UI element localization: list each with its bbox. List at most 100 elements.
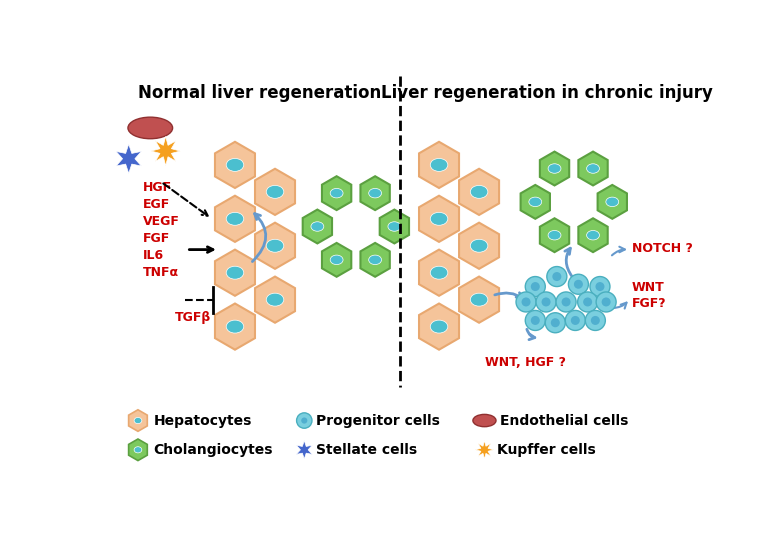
Ellipse shape bbox=[388, 222, 401, 231]
Ellipse shape bbox=[227, 266, 243, 279]
Ellipse shape bbox=[587, 231, 600, 240]
Polygon shape bbox=[360, 176, 390, 210]
Ellipse shape bbox=[529, 197, 541, 207]
Circle shape bbox=[574, 280, 583, 289]
Ellipse shape bbox=[227, 212, 243, 225]
Text: WNT, HGF ?: WNT, HGF ? bbox=[485, 356, 566, 369]
Polygon shape bbox=[379, 210, 409, 244]
Circle shape bbox=[525, 310, 545, 330]
Ellipse shape bbox=[430, 158, 448, 171]
Circle shape bbox=[596, 292, 616, 312]
Polygon shape bbox=[360, 243, 390, 277]
Polygon shape bbox=[540, 218, 569, 252]
Ellipse shape bbox=[430, 212, 448, 225]
Polygon shape bbox=[419, 249, 459, 296]
Ellipse shape bbox=[430, 266, 448, 279]
Polygon shape bbox=[459, 222, 499, 269]
Circle shape bbox=[551, 318, 560, 327]
Text: HGF
EGF
VEGF
FGF
IL6
TNFα: HGF EGF VEGF FGF IL6 TNFα bbox=[143, 181, 180, 279]
Text: Endothelial cells: Endothelial cells bbox=[500, 414, 628, 428]
Text: Liver regeneration in chronic injury: Liver regeneration in chronic injury bbox=[381, 84, 713, 102]
Circle shape bbox=[590, 276, 610, 296]
Polygon shape bbox=[540, 152, 569, 185]
Polygon shape bbox=[419, 195, 459, 242]
Circle shape bbox=[521, 298, 531, 307]
Ellipse shape bbox=[470, 293, 488, 306]
Ellipse shape bbox=[311, 222, 324, 231]
Circle shape bbox=[531, 282, 540, 291]
Circle shape bbox=[595, 282, 604, 291]
Polygon shape bbox=[215, 249, 255, 296]
Circle shape bbox=[568, 274, 588, 294]
Circle shape bbox=[296, 413, 312, 428]
Polygon shape bbox=[215, 303, 255, 350]
Ellipse shape bbox=[134, 447, 142, 453]
Polygon shape bbox=[255, 168, 295, 215]
Polygon shape bbox=[303, 210, 332, 244]
Polygon shape bbox=[116, 144, 141, 173]
Polygon shape bbox=[578, 152, 607, 185]
Ellipse shape bbox=[330, 255, 343, 265]
Text: Kupffer cells: Kupffer cells bbox=[497, 443, 595, 457]
Text: NOTCH ?: NOTCH ? bbox=[631, 241, 693, 254]
Ellipse shape bbox=[266, 293, 284, 306]
Polygon shape bbox=[255, 222, 295, 269]
Polygon shape bbox=[459, 276, 499, 323]
Ellipse shape bbox=[606, 197, 619, 207]
Polygon shape bbox=[151, 137, 180, 166]
Text: TGFβ: TGFβ bbox=[175, 311, 211, 324]
Circle shape bbox=[301, 417, 307, 423]
Polygon shape bbox=[215, 142, 255, 188]
Polygon shape bbox=[419, 142, 459, 188]
Polygon shape bbox=[475, 441, 494, 459]
Circle shape bbox=[585, 310, 605, 330]
Polygon shape bbox=[578, 218, 607, 252]
Ellipse shape bbox=[369, 188, 382, 198]
Circle shape bbox=[565, 310, 585, 330]
Ellipse shape bbox=[227, 158, 243, 171]
Circle shape bbox=[536, 292, 556, 312]
Circle shape bbox=[545, 313, 565, 333]
Polygon shape bbox=[128, 439, 147, 461]
Polygon shape bbox=[255, 276, 295, 323]
Polygon shape bbox=[598, 185, 627, 219]
Circle shape bbox=[516, 292, 536, 312]
Ellipse shape bbox=[227, 320, 243, 333]
Ellipse shape bbox=[134, 417, 142, 423]
Ellipse shape bbox=[587, 164, 600, 173]
Circle shape bbox=[531, 316, 540, 325]
Ellipse shape bbox=[128, 117, 173, 139]
Polygon shape bbox=[215, 195, 255, 242]
Ellipse shape bbox=[470, 185, 488, 198]
Polygon shape bbox=[521, 185, 550, 219]
Circle shape bbox=[561, 298, 571, 307]
Polygon shape bbox=[128, 410, 147, 431]
Ellipse shape bbox=[266, 185, 284, 198]
Polygon shape bbox=[322, 176, 351, 210]
Ellipse shape bbox=[369, 255, 382, 265]
Ellipse shape bbox=[266, 239, 284, 252]
Text: Progenitor cells: Progenitor cells bbox=[316, 414, 440, 428]
Circle shape bbox=[583, 298, 592, 307]
Polygon shape bbox=[419, 303, 459, 350]
Circle shape bbox=[525, 276, 545, 296]
Polygon shape bbox=[296, 441, 313, 459]
Ellipse shape bbox=[470, 239, 488, 252]
Circle shape bbox=[552, 272, 561, 281]
Polygon shape bbox=[459, 168, 499, 215]
Circle shape bbox=[556, 292, 576, 312]
Circle shape bbox=[591, 316, 600, 325]
Ellipse shape bbox=[430, 320, 448, 333]
Ellipse shape bbox=[548, 231, 561, 240]
Text: Stellate cells: Stellate cells bbox=[316, 443, 417, 457]
Text: Cholangiocytes: Cholangiocytes bbox=[154, 443, 273, 457]
Text: Normal liver regeneration: Normal liver regeneration bbox=[138, 84, 381, 102]
Circle shape bbox=[601, 298, 611, 307]
Circle shape bbox=[547, 267, 567, 287]
Ellipse shape bbox=[548, 164, 561, 173]
Circle shape bbox=[571, 316, 580, 325]
Text: WNT
FGF?: WNT FGF? bbox=[631, 281, 666, 310]
Polygon shape bbox=[322, 243, 351, 277]
Circle shape bbox=[541, 298, 551, 307]
Ellipse shape bbox=[473, 414, 496, 427]
